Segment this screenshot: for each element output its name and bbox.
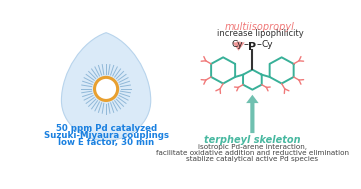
Text: –: – [244, 39, 249, 49]
Text: increase lipophilicity: increase lipophilicity [217, 29, 304, 38]
Text: P: P [248, 42, 256, 52]
Circle shape [95, 77, 118, 100]
Text: facilitate oxidative addition and reductive elimination: facilitate oxidative addition and reduct… [156, 150, 349, 156]
Text: low E factor, 30 min: low E factor, 30 min [58, 138, 154, 146]
Text: –: – [256, 39, 261, 49]
Text: Cy: Cy [231, 40, 243, 49]
Text: multiisopropyl: multiisopropyl [225, 22, 295, 32]
Text: Suzuki-Miyaura couplings: Suzuki-Miyaura couplings [44, 131, 169, 140]
Text: isotropic Pd-arene interaction,: isotropic Pd-arene interaction, [198, 144, 307, 150]
Text: terpheyl skeleton: terpheyl skeleton [204, 135, 301, 145]
Text: stablize catalytical active Pd species: stablize catalytical active Pd species [186, 156, 318, 162]
PathPatch shape [61, 33, 151, 140]
Text: Cy: Cy [262, 40, 274, 49]
Text: 50 ppm Pd catalyzed: 50 ppm Pd catalyzed [56, 124, 157, 133]
